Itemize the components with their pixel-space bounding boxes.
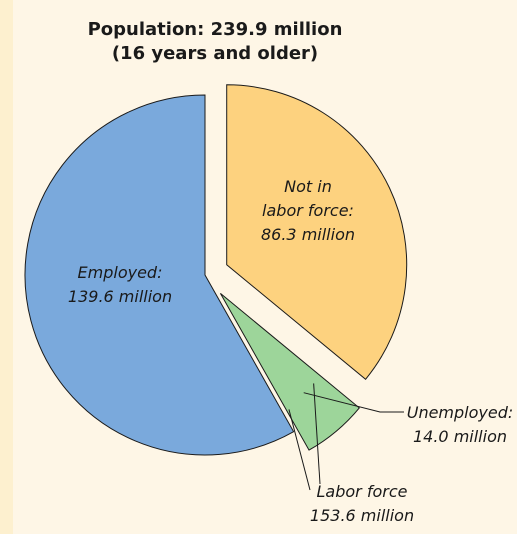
pie-slice-not-in-labor-force (226, 84, 408, 380)
leader-line-labor-force-unemployed (313, 383, 321, 485)
chart-title: Population: 239.9 million (16 years and … (35, 18, 395, 66)
annotation-labor-force: Labor force 153.6 million (310, 482, 414, 525)
slice-label-not-in-labor-force: Not in labor force: 86.3 million (261, 177, 355, 244)
slice-label-unemployed: Unemployed: 14.0 million (407, 403, 514, 446)
pie-slice-unemployed (219, 293, 361, 451)
leader-line-unemployed (303, 392, 404, 413)
chart-title-line-2: (16 years and older) (111, 43, 319, 64)
chart-title-line-1: Population: 239.9 million (87, 19, 343, 40)
slice-label-employed: Employed: 139.6 million (68, 263, 172, 306)
left-margin-strip (0, 0, 13, 534)
leader-line-labor-force-employed (288, 409, 311, 491)
pie-slice-employed (24, 94, 295, 456)
